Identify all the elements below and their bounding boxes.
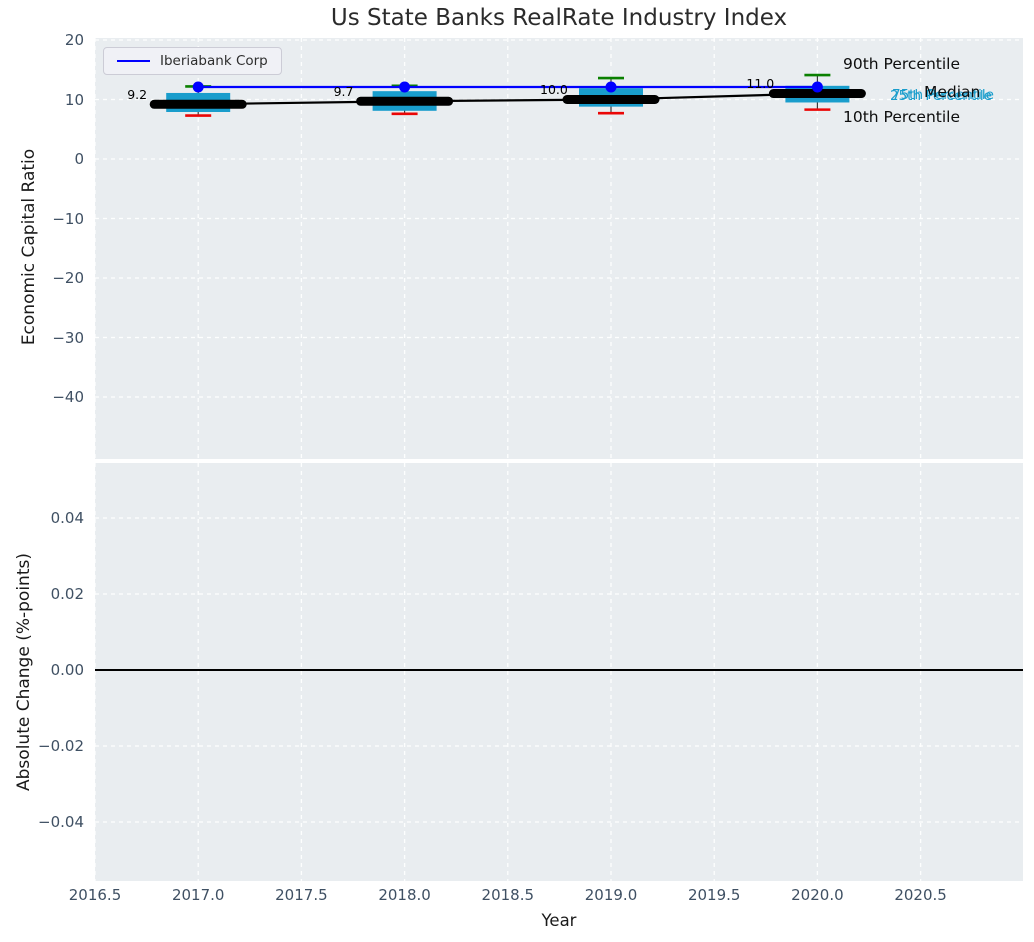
median-value-annotation: 9.7 (333, 83, 354, 99)
top-plot-canvas (95, 38, 1023, 459)
x-tick-label: 2017.5 (275, 886, 328, 904)
y-tick-label: −0.02 (38, 737, 84, 755)
legend-label: Iberiabank Corp (160, 53, 268, 69)
p90-label: 90th Percentile (843, 55, 961, 73)
median-label: Median (924, 83, 981, 101)
x-tick-label: 2019.0 (584, 886, 638, 904)
bottom-plot-area (95, 463, 1023, 881)
x-tick-label: 2019.5 (687, 886, 741, 904)
legend: Iberiabank Corp (103, 47, 282, 75)
median-value-annotation: 9.2 (127, 86, 148, 102)
top-y-axis-label: Economic Capital Ratio (19, 148, 39, 346)
y-tick-label: −30 (52, 328, 84, 347)
y-tick-label: 10 (64, 90, 84, 109)
chart-title: Us State Banks RealRate Industry Index (330, 5, 788, 31)
y-tick-label: −0.04 (38, 813, 84, 831)
median-trend-line (198, 92, 818, 106)
legend-line-swatch (117, 60, 150, 62)
company-point (811, 81, 823, 93)
company-point (192, 81, 204, 93)
x-axis-label: Year (541, 911, 577, 930)
y-tick-label: 0.02 (50, 585, 84, 603)
y-tick-label: 0 (74, 150, 84, 168)
y-tick-label: −10 (52, 209, 84, 228)
x-tick-label: 2016.5 (68, 886, 122, 904)
y-tick-label: −40 (52, 388, 84, 406)
y-tick-label: 0.00 (50, 661, 84, 679)
x-tick-label: 2017.0 (171, 886, 225, 904)
y-tick-label: 0.04 (50, 509, 84, 527)
y-tick-label: 20 (64, 31, 84, 49)
median-value-annotation: 10.0 (540, 82, 568, 97)
median-value-annotation: 11.0 (746, 76, 775, 92)
bottom-plot-canvas (95, 463, 1023, 881)
p25-label: 25th Percentile (890, 88, 992, 104)
company-point (399, 81, 411, 93)
x-tick-label: 2020.5 (894, 886, 947, 904)
x-tick-label: 2020.0 (791, 886, 844, 904)
x-tick-label: 2018.5 (481, 886, 535, 904)
company-point (605, 81, 617, 93)
x-tick-label: 2018.0 (378, 886, 431, 904)
top-plot-area (95, 38, 1023, 459)
p75-label: 75th Percentile (892, 87, 994, 103)
p10-label: 10th Percentile (843, 108, 961, 126)
y-tick-label: −20 (52, 269, 84, 287)
